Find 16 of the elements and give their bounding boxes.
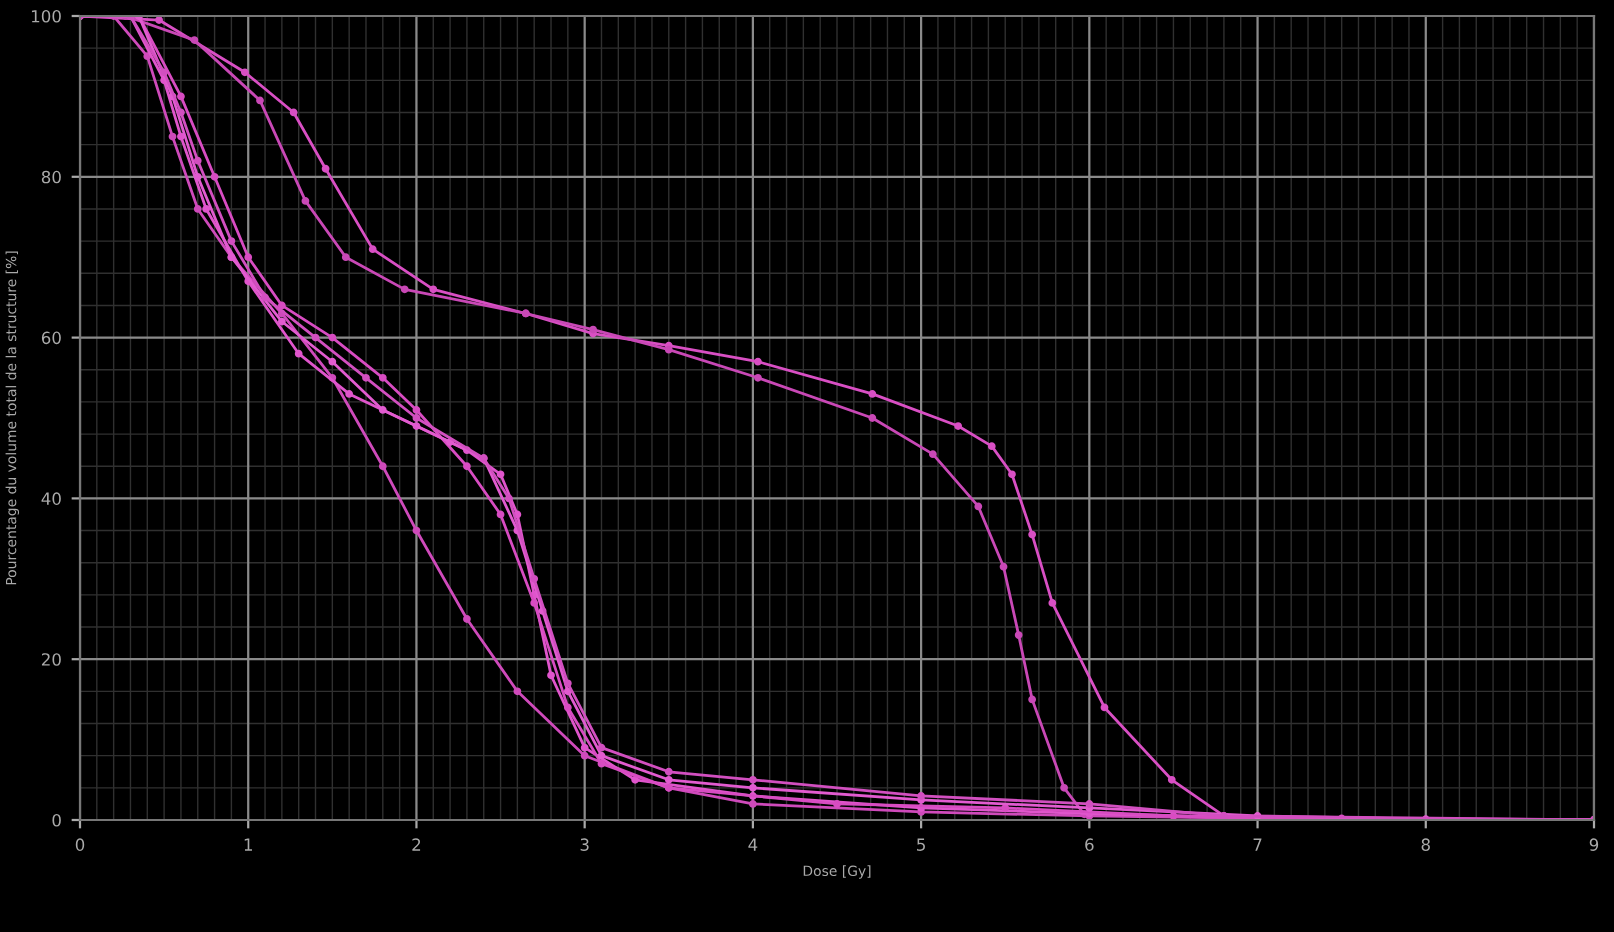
- y-tick-label: 0: [52, 813, 61, 827]
- x-tick-label: 2: [412, 838, 421, 851]
- x-tick-label: 0: [75, 838, 85, 851]
- x-tick-label: 7: [1253, 838, 1262, 851]
- x-tick-label: 5: [917, 838, 925, 851]
- y-tick-label: 100: [31, 9, 61, 23]
- x-tick-label: 8: [1421, 838, 1430, 851]
- x-tick-label: 9: [1589, 838, 1599, 851]
- y-tick-label: 40: [41, 492, 61, 505]
- y-tick-label: 80: [41, 170, 61, 184]
- x-tick-label: 3: [580, 838, 589, 851]
- x-tick-label: 6: [1085, 838, 1094, 851]
- x-tick-label: 1: [244, 838, 252, 851]
- y-tick-label: 20: [41, 653, 61, 666]
- x-tick-label: 4: [748, 838, 758, 851]
- y-tick-label: 60: [41, 331, 61, 345]
